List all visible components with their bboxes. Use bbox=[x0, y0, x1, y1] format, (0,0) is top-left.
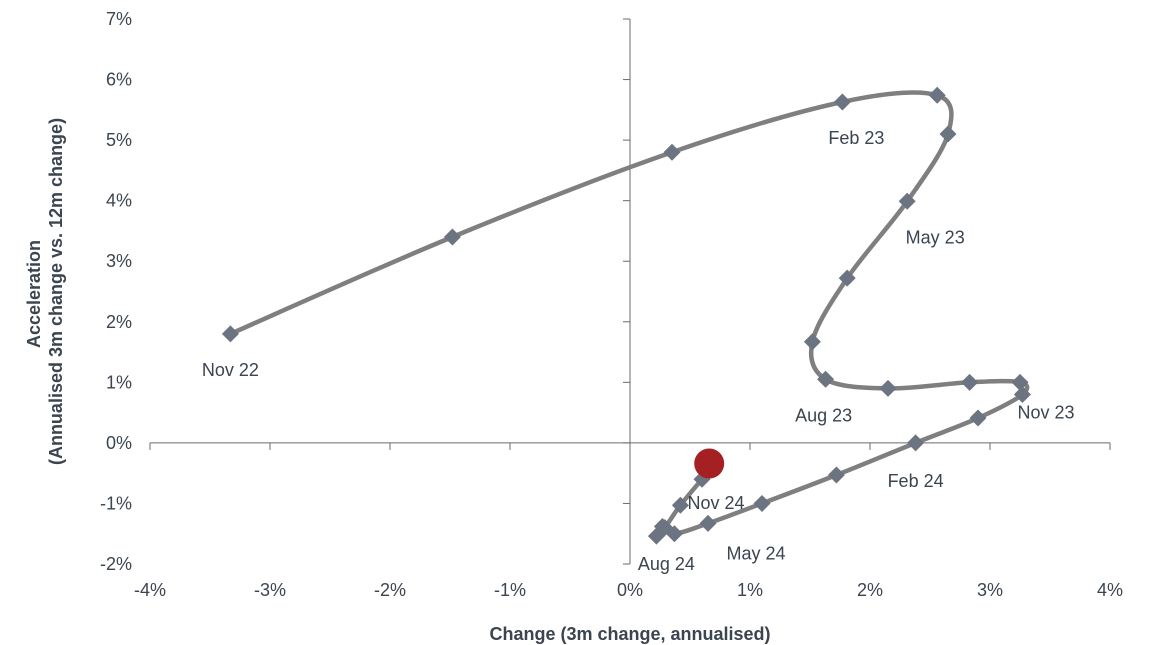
latest-point-marker bbox=[694, 448, 725, 479]
data-point-label: May 24 bbox=[726, 543, 785, 563]
point-labels: Nov 22 Feb 23 May 23 Aug 23 Nov 23 Feb 24 May … bbox=[202, 128, 1075, 574]
data-point-marker bbox=[671, 496, 689, 514]
y-tick-label: 1% bbox=[106, 372, 132, 392]
data-point-marker bbox=[898, 192, 916, 210]
data-point-marker bbox=[879, 379, 897, 397]
data-point-marker bbox=[969, 409, 987, 427]
y-tick-label: 5% bbox=[106, 130, 132, 150]
data-point-label: Nov 23 bbox=[1017, 402, 1074, 422]
data-point-label: Nov 24 bbox=[687, 493, 744, 513]
data-point-marker bbox=[656, 519, 674, 537]
y-tick-label: 4% bbox=[106, 191, 132, 211]
y-axis-title: Acceleration (Annualised 3m change vs. 1… bbox=[24, 118, 66, 465]
y-tick-label: -1% bbox=[100, 493, 132, 513]
data-point-label: Feb 24 bbox=[888, 471, 944, 491]
y-tick-label: 3% bbox=[106, 251, 132, 271]
data-point-label: May 23 bbox=[906, 227, 965, 247]
data-point-marker bbox=[753, 494, 771, 512]
series-line bbox=[228, 90, 1030, 539]
series-markers bbox=[221, 86, 1031, 545]
x-tick-label: 1% bbox=[737, 580, 763, 600]
data-point-marker bbox=[803, 333, 821, 351]
data-point-marker bbox=[833, 93, 851, 111]
x-tick-label: -1% bbox=[494, 580, 526, 600]
data-point-marker bbox=[663, 143, 681, 161]
data-point-marker bbox=[928, 86, 946, 104]
data-point-marker bbox=[221, 325, 239, 343]
data-point-marker bbox=[443, 228, 461, 246]
y-tick-label: 2% bbox=[106, 312, 132, 332]
data-point-label: Aug 23 bbox=[795, 405, 852, 425]
data-point-marker bbox=[961, 373, 979, 391]
axes bbox=[149, 18, 1111, 565]
data-point-marker bbox=[699, 514, 717, 532]
x-tick-label: -4% bbox=[134, 580, 166, 600]
data-point-marker bbox=[1013, 385, 1031, 403]
x-tick-label: 4% bbox=[1097, 580, 1123, 600]
y-tick-label: 7% bbox=[106, 9, 132, 29]
x-tick-label: -3% bbox=[254, 580, 286, 600]
data-point-label: Nov 22 bbox=[202, 360, 259, 380]
data-point-marker bbox=[939, 125, 957, 143]
data-point-marker bbox=[907, 434, 925, 452]
x-tick-label: 2% bbox=[857, 580, 883, 600]
x-tick-label: 0% bbox=[617, 580, 643, 600]
tick-labels: -4% -3% -2% -1% 0% 1% 2% 3% 4% -2% -1% 0% 1% 2% 3% 4% 5%… bbox=[100, 9, 1123, 600]
data-point-marker bbox=[838, 269, 856, 287]
data-point-marker bbox=[1011, 373, 1029, 391]
data-point-marker bbox=[817, 370, 835, 388]
x-tick-label: -2% bbox=[374, 580, 406, 600]
x-axis-title: Change (3m change, annualised) bbox=[489, 624, 770, 644]
x-tick-label: 3% bbox=[977, 580, 1003, 600]
y-tick-label: 0% bbox=[106, 433, 132, 453]
data-point-marker bbox=[827, 466, 845, 484]
y-axis-title-line1: Acceleration bbox=[24, 240, 44, 348]
y-axis-title-line2: (Annualised 3m change vs. 12m change) bbox=[46, 118, 66, 465]
y-tick-label: 6% bbox=[106, 70, 132, 90]
data-point-label: Aug 24 bbox=[638, 554, 695, 574]
data-point-label: Feb 23 bbox=[828, 128, 884, 148]
y-tick-label: -2% bbox=[100, 554, 132, 574]
